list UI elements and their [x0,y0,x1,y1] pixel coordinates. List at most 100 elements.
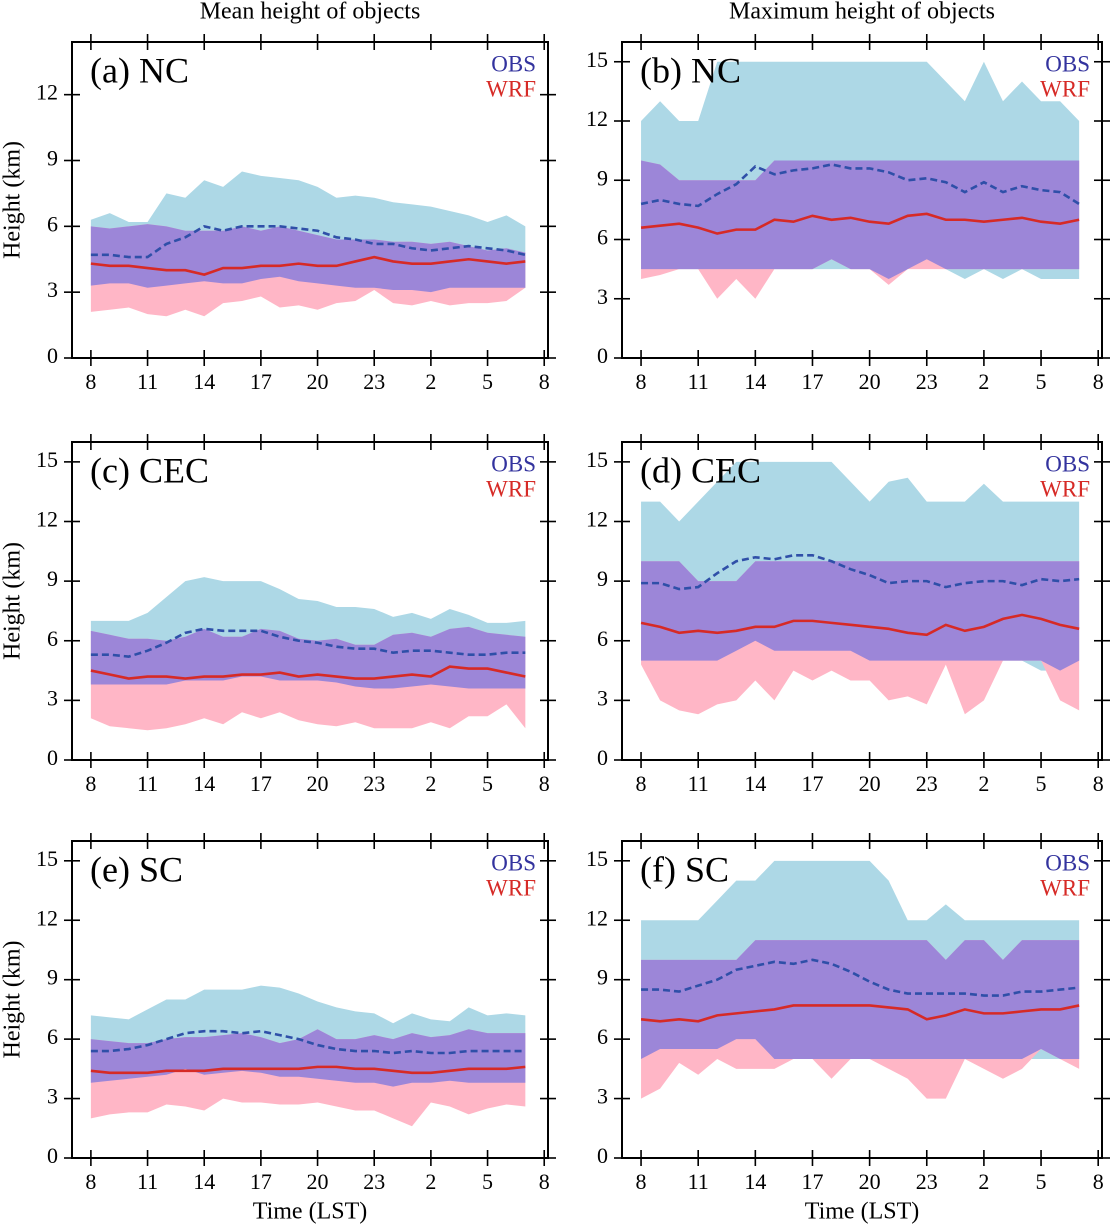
x-tick-label: 11 [137,1169,158,1194]
series-line [641,553,1080,591]
plot-frame [71,41,549,359]
x-tick-label: 2 [425,1169,436,1194]
column-title: Maximum height of objects [729,0,995,25]
y-tick-label: 15 [586,447,608,472]
y-tick-label: 0 [597,343,608,368]
y-tick-label: 12 [586,905,608,930]
x-axis-label: Time (LST) [253,1199,367,1225]
y-tick-label: 12 [36,507,58,532]
series-line [640,212,1080,235]
legend-entry: OBS [491,850,536,875]
y-tick-label: 3 [597,685,608,710]
x-tick-label: 8 [85,771,96,796]
range-overlap [641,561,1080,671]
series-line [90,1029,526,1055]
series-line [90,255,526,276]
panel-label: (d) CEC [640,450,761,490]
series-line [90,224,526,259]
y-tick-label: 6 [47,626,58,651]
x-tick-label: 2 [978,369,989,394]
x-tick-label: 11 [688,771,709,796]
x-tick-label: 17 [801,771,823,796]
y-tick-label: 0 [47,1143,58,1168]
x-tick-label: 17 [250,771,272,796]
x-tick-label: 14 [193,369,215,394]
x-tick-label: 8 [539,1169,550,1194]
x-tick-label: 5 [1036,771,1047,796]
x-tick-label: 8 [85,369,96,394]
x-tick-label: 2 [978,1169,989,1194]
x-tick-label: 5 [1036,369,1047,394]
series-line [90,1065,526,1075]
x-tick-label: 20 [307,771,329,796]
legend-entry: WRF [486,476,536,501]
y-tick-label: 3 [597,1084,608,1109]
x-tick-label: 14 [744,1169,766,1194]
y-tick-label: 12 [36,905,58,930]
panel-label: (b) NC [640,50,741,90]
x-tick-label: 5 [482,771,493,796]
x-tick-label: 5 [482,369,493,394]
x-tick-label: 11 [688,369,709,394]
y-tick-label: 6 [47,1024,58,1049]
x-tick-label: 11 [137,369,158,394]
panel-label: (f) SC [640,849,729,889]
plot-frame [621,441,1103,761]
series-line [90,665,526,680]
x-tick-label: 20 [859,1169,881,1194]
x-tick-label: 8 [636,369,647,394]
x-tick-label: 8 [636,771,647,796]
legend-entry: OBS [491,451,536,476]
y-tick-label: 0 [47,343,58,368]
x-tick-label: 8 [85,1169,96,1194]
x-tick-label: 23 [916,771,938,796]
x-tick-label: 8 [539,369,550,394]
x-tick-label: 14 [193,1169,215,1194]
x-tick-label: 8 [1093,771,1104,796]
y-axis-label: Height (km) [0,542,26,660]
x-tick-label: 14 [744,369,766,394]
x-tick-label: 20 [307,1169,329,1194]
y-tick-label: 12 [586,507,608,532]
legend-entry: WRF [1040,875,1090,900]
y-tick-label: 3 [47,1084,58,1109]
legend-entry: WRF [1040,476,1090,501]
x-tick-label: 14 [193,771,215,796]
series-line [90,627,526,658]
y-tick-label: 6 [597,225,608,250]
y-tick-label: 15 [586,846,608,871]
range-overlap [90,626,526,689]
x-tick-label: 8 [539,771,550,796]
x-axis-label: Time (LST) [805,1199,919,1225]
panel-label: (a) NC [90,50,189,90]
x-tick-label: 17 [250,1169,272,1194]
y-axis-label: Height (km) [0,941,26,1059]
x-tick-label: 17 [801,1169,823,1194]
plot-frame [71,840,549,1159]
y-tick-label: 15 [586,47,608,72]
legend-entry: OBS [1045,850,1090,875]
y-tick-label: 6 [47,211,58,236]
x-tick-label: 5 [482,1169,493,1194]
y-tick-label: 3 [597,284,608,309]
y-tick-label: 3 [47,685,58,710]
range-overlap [90,224,526,293]
y-tick-label: 15 [36,846,58,871]
legend-entry: OBS [1045,451,1090,476]
y-tick-label: 9 [47,146,58,171]
panel-label: (e) SC [90,849,183,889]
y-tick-label: 12 [36,80,58,105]
y-tick-label: 9 [47,566,58,591]
x-tick-label: 11 [137,771,158,796]
y-tick-label: 9 [597,965,608,990]
y-tick-label: 0 [597,1143,608,1168]
plot-frame [621,840,1103,1159]
y-tick-label: 15 [36,447,58,472]
